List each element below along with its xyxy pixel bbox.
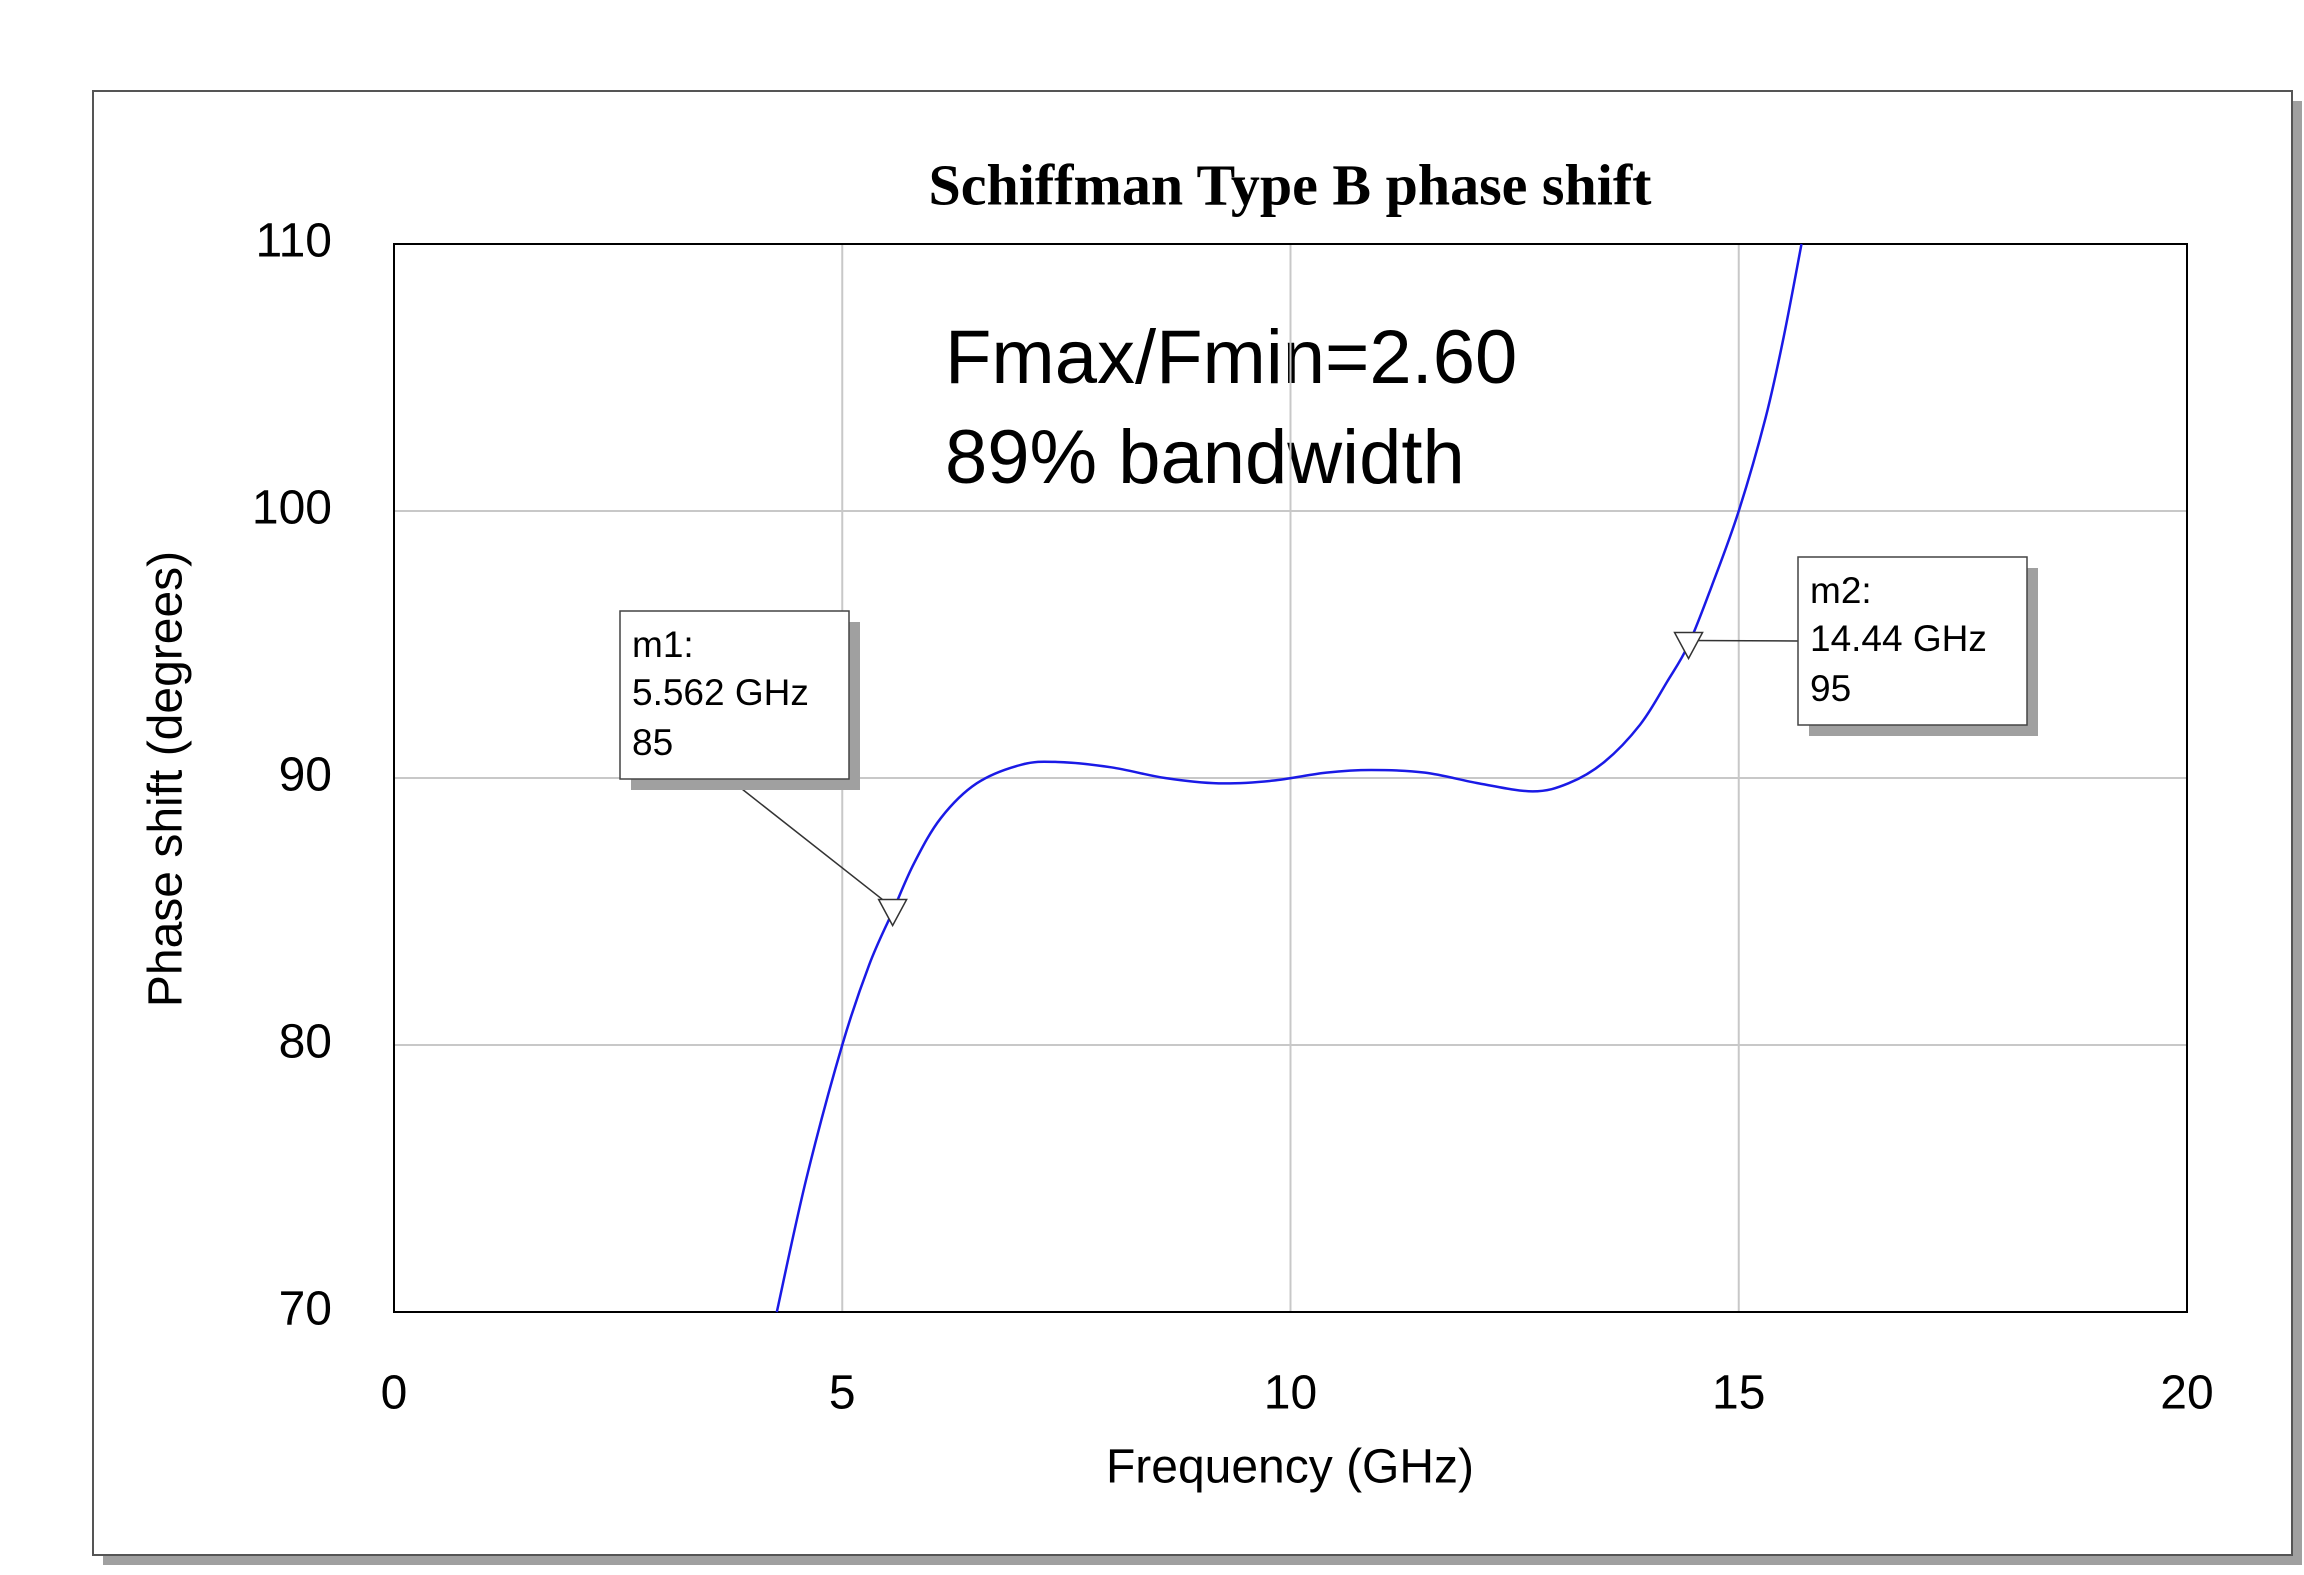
y-tick-label: 80 (279, 1016, 332, 1069)
marker-x: 14.44 GHz (1810, 618, 1987, 659)
marker-y: 85 (632, 722, 673, 763)
x-tick-label: 15 (1712, 1367, 1765, 1420)
marker-box (1797, 556, 2028, 726)
x-tick-label: 5 (829, 1367, 856, 1420)
x-tick-label: 20 (2160, 1367, 2213, 1420)
marker-leader (741, 788, 894, 909)
marker-name: m2: (1810, 570, 1872, 611)
marker-box (619, 610, 850, 780)
chart-title: Schiffman Type B phase shift (929, 152, 1653, 217)
x-tick-label: 10 (1264, 1367, 1317, 1420)
annotation: 89% bandwidth (945, 415, 1465, 500)
y-tick-label: 90 (279, 749, 332, 802)
frame (92, 90, 2293, 1556)
marker-y: 95 (1810, 668, 1851, 709)
y-tick-label: 70 (279, 1283, 332, 1336)
x-axis-label: Frequency (GHz) (1106, 1441, 1474, 1494)
y-tick-label: 100 (252, 482, 332, 535)
marker-name: m1: (632, 624, 694, 665)
marker-leader (1688, 639, 1799, 642)
y-tick-label: 110 (255, 215, 332, 268)
marker (1673, 631, 1704, 661)
plot-border (393, 243, 2188, 1313)
x-tick-label: 0 (381, 1367, 408, 1420)
marker (877, 898, 908, 928)
marker-x: 5.562 GHz (632, 672, 809, 713)
y-axis-label: Phase shift (degrees) (140, 551, 193, 1007)
annotation: Fmax/Fmin=2.60 (945, 315, 1517, 400)
